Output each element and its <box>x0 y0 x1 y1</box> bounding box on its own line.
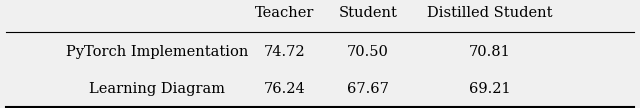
Text: Learning Diagram: Learning Diagram <box>89 82 225 96</box>
Text: 70.50: 70.50 <box>347 45 389 59</box>
Text: 74.72: 74.72 <box>264 45 306 59</box>
Text: 67.67: 67.67 <box>347 82 389 96</box>
Text: 70.81: 70.81 <box>468 45 511 59</box>
Text: 76.24: 76.24 <box>264 82 306 96</box>
Text: PyTorch Implementation: PyTorch Implementation <box>66 45 248 59</box>
Text: Student: Student <box>339 6 397 20</box>
Text: 69.21: 69.21 <box>468 82 511 96</box>
Text: Teacher: Teacher <box>255 6 314 20</box>
Text: Distilled Student: Distilled Student <box>427 6 552 20</box>
